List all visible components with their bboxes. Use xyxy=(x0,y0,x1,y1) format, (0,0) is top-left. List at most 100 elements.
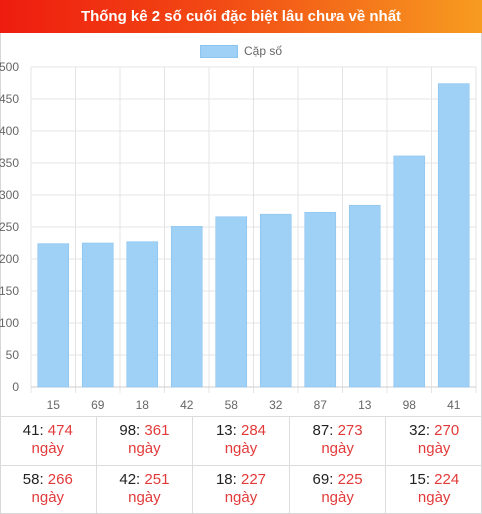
stat-line: 41: 474 xyxy=(0,422,96,440)
stat-separator: : xyxy=(232,471,241,488)
bar-13 xyxy=(348,204,381,388)
y-tick-label: 300 xyxy=(0,188,19,202)
y-tick-label: 350 xyxy=(0,156,19,170)
stat-number: 69 xyxy=(312,471,330,488)
stat-unit: ngày xyxy=(321,440,354,457)
bars xyxy=(37,83,470,388)
x-tick-label: 98 xyxy=(403,398,417,412)
stat-number: 32 xyxy=(409,422,426,439)
stat-count: 284 xyxy=(240,422,267,439)
stat-unit: ngày xyxy=(128,440,161,457)
bar-32 xyxy=(259,213,292,388)
stat-separator: : xyxy=(329,471,338,488)
bar-chart: 0 50 100 150 200 250 300 350 400 450 500 15 69 18 42 5… xyxy=(0,60,477,412)
stats-row: 58: 266 ngày 42: 251 ngày 18: 227 ngày 69: 225… xyxy=(0,465,482,513)
stat-unit: ngày xyxy=(417,489,451,506)
stat-separator: : xyxy=(425,422,435,439)
stat-count: 225 xyxy=(337,471,363,488)
stat-line: 32: 270 xyxy=(386,422,482,440)
stat-number: 42 xyxy=(119,471,137,488)
stat-number: 18 xyxy=(215,471,233,488)
stat-cell-18: 18: 227 ngày xyxy=(192,466,289,513)
legend-label: Cặp số xyxy=(243,44,283,58)
stat-number: 98 xyxy=(119,422,137,439)
bar-18 xyxy=(126,241,159,388)
stat-line: 15: 224 xyxy=(386,471,482,489)
stat-cell-98: 98: 361 ngày xyxy=(95,417,193,465)
x-tick-label: 18 xyxy=(136,398,150,412)
bar-42 xyxy=(170,226,203,388)
stat-unit: ngày xyxy=(128,489,161,506)
x-tick-label: 15 xyxy=(47,398,61,412)
y-tick-label: 200 xyxy=(0,252,19,266)
stat-count: 227 xyxy=(240,471,267,488)
y-axis-ticks: 0 50 100 150 200 250 300 350 400 450 500 xyxy=(0,60,19,394)
stat-line: 42: 251 xyxy=(97,471,193,489)
stat-cell-13: 13: 284 ngày xyxy=(192,417,289,465)
stat-unit: ngày xyxy=(224,440,258,457)
stat-unit: ngày xyxy=(31,440,65,457)
bar-87 xyxy=(304,211,337,388)
stat-number: 13 xyxy=(215,422,233,439)
stat-cell-15: 15: 224 ngày xyxy=(385,466,482,513)
chart-legend[interactable]: Cặp số xyxy=(0,41,482,61)
x-tick-label: 32 xyxy=(269,398,283,412)
stat-number: 87 xyxy=(312,422,330,439)
stat-cell-42: 42: 251 ngày xyxy=(95,466,193,513)
stats-row: 41: 474 ngày 98: 361 ngày 13: 284 ngày 87: 273… xyxy=(0,417,482,465)
bar-58 xyxy=(215,216,248,388)
stat-count: 251 xyxy=(144,471,170,488)
x-tick-label: 69 xyxy=(91,398,105,412)
stat-separator: : xyxy=(136,471,145,488)
stat-separator: : xyxy=(425,471,435,488)
stat-count: 270 xyxy=(434,422,460,439)
stat-line: 87: 273 xyxy=(290,422,386,440)
y-tick-label: 50 xyxy=(6,348,20,362)
y-tick-label: 150 xyxy=(0,284,19,298)
stat-unit: ngày xyxy=(224,489,258,506)
stat-cell-32: 32: 270 ngày xyxy=(385,417,482,465)
stat-line: 69: 225 xyxy=(290,471,386,489)
x-tick-label: 87 xyxy=(314,398,328,412)
y-tick-label: 0 xyxy=(12,380,19,394)
stat-separator: : xyxy=(39,471,48,488)
x-tick-label: 13 xyxy=(358,398,372,412)
stat-count: 224 xyxy=(434,471,460,488)
y-tick-label: 500 xyxy=(0,60,19,74)
stat-unit: ngày xyxy=(321,489,354,506)
bar-69 xyxy=(81,242,114,388)
stat-line: 18: 227 xyxy=(193,471,289,489)
stat-separator: : xyxy=(136,422,145,439)
stat-separator: : xyxy=(39,422,48,439)
y-tick-label: 400 xyxy=(0,124,19,138)
stat-line: 98: 361 xyxy=(97,422,193,440)
stat-separator: : xyxy=(329,422,338,439)
stat-number: 15 xyxy=(409,471,426,488)
stat-separator: : xyxy=(232,422,241,439)
x-tick-label: 42 xyxy=(180,398,194,412)
stat-line: 58: 266 xyxy=(0,471,96,489)
x-axis-ticks: 15 69 18 42 58 32 87 13 98 41 xyxy=(47,398,461,412)
stat-line: 13: 284 xyxy=(193,422,289,440)
y-tick-label: 450 xyxy=(0,92,19,106)
stat-cell-69: 69: 225 ngày xyxy=(288,466,386,513)
x-tick-label: 41 xyxy=(447,398,461,412)
bar-41 xyxy=(437,83,470,388)
chart-title: Thống kê 2 số cuối đặc biệt lâu chưa về … xyxy=(0,0,482,33)
stat-cell-41: 41: 474 ngày xyxy=(0,417,96,465)
stat-number: 41 xyxy=(22,422,40,439)
y-tick-label: 100 xyxy=(0,316,19,330)
bar-15 xyxy=(37,243,70,388)
stat-cell-58: 58: 266 ngày xyxy=(0,466,96,513)
stat-unit: ngày xyxy=(417,440,451,457)
bar-98 xyxy=(393,155,426,388)
stat-count: 266 xyxy=(47,471,73,488)
x-tick-label: 58 xyxy=(225,398,239,412)
stat-count: 361 xyxy=(144,422,170,439)
stat-unit: ngày xyxy=(31,489,65,506)
stat-cell-87: 87: 273 ngày xyxy=(288,417,386,465)
stat-number: 58 xyxy=(22,471,40,488)
stat-count: 273 xyxy=(337,422,363,439)
stat-count: 474 xyxy=(47,422,73,439)
stats-table: 41: 474 ngày 98: 361 ngày 13: 284 ngày 87: 273… xyxy=(0,416,482,514)
